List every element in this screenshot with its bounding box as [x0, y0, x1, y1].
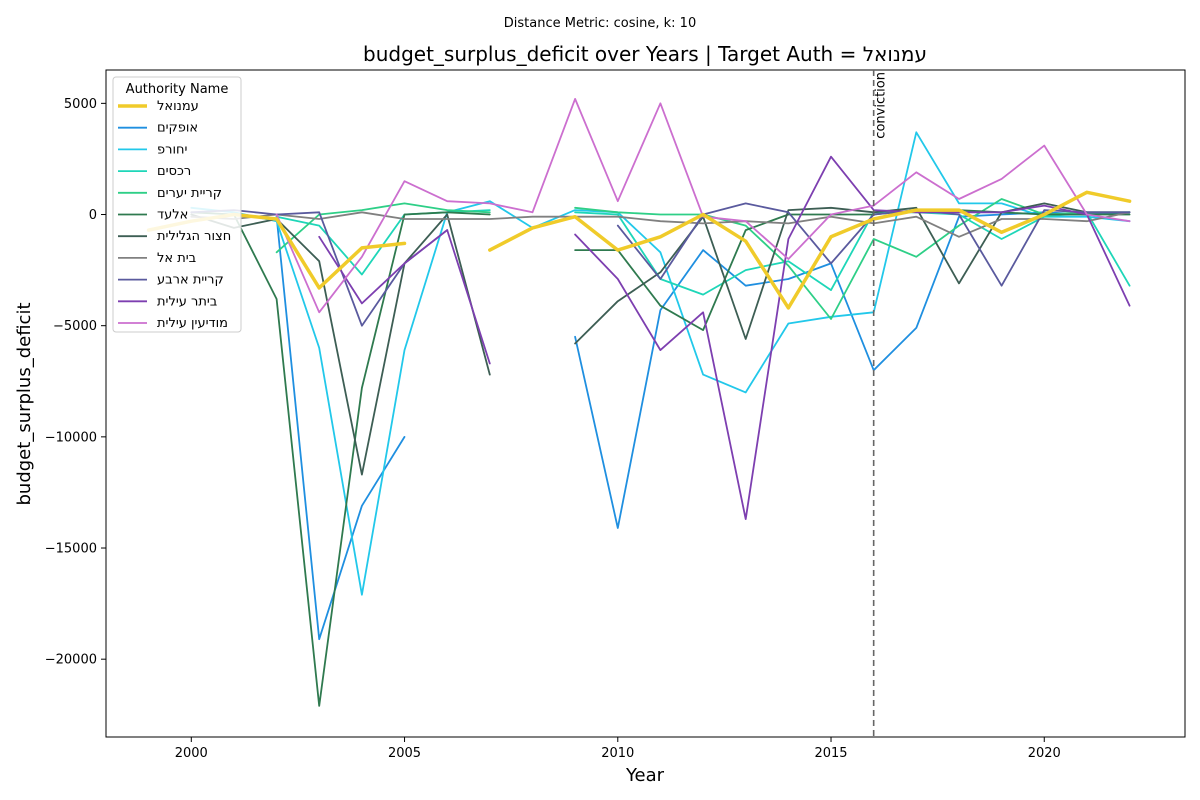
y-axis-title: budget_surplus_deficit	[14, 302, 35, 505]
series-line-segment	[318, 229, 491, 365]
x-tick-label: 2020	[1028, 746, 1061, 761]
series-line-segment	[574, 155, 1131, 520]
series-line	[275, 198, 1131, 320]
y-tick-label: −15000	[45, 542, 97, 557]
y-tick-label: 0	[89, 208, 97, 223]
legend-entry-label: עמנואל	[157, 99, 199, 114]
y-tick-label: 5000	[64, 97, 97, 112]
legend-entry-label: רכסים	[157, 164, 191, 179]
series-line-segment	[574, 198, 1131, 320]
series-line	[275, 211, 1131, 641]
legend-entry-label: בית אל	[157, 251, 196, 266]
series-line	[190, 131, 1131, 596]
series-line	[318, 155, 1131, 520]
legend-title: Authority Name	[126, 82, 229, 97]
series-line	[146, 190, 1132, 310]
series-line	[275, 98, 1131, 314]
chart-title: budget_surplus_deficit over Years | Targ…	[363, 42, 927, 66]
series-line-segment	[190, 211, 1131, 238]
axis-ticks: 2000 2005 2010 2015 2020 5000 0 −5000 −10000 −150…	[45, 97, 1061, 761]
legend-entry-label: מודיעין עילית	[157, 316, 228, 331]
legend-entry-label: קריית יערים	[157, 186, 222, 201]
x-tick-label: 2015	[814, 746, 847, 761]
series-line-segment	[190, 131, 1131, 596]
legend-entry-label: אופקים	[157, 121, 198, 136]
legend-entry-label: חצור הגלילית	[157, 229, 231, 244]
y-tick-label: −5000	[53, 319, 97, 334]
legend-entry-label: קריית ארבע	[157, 273, 224, 288]
legend-box	[112, 76, 242, 333]
y-tick-label: −20000	[45, 653, 97, 668]
chart-suptitle: Distance Metric: cosine, k: 10	[504, 16, 696, 31]
series-line-segment	[275, 98, 1131, 314]
legend: Authority Name עמנואל אופקים יחורפ רכסים קרי…	[112, 76, 242, 333]
x-tick-label: 2010	[601, 746, 634, 761]
series-line	[190, 211, 1131, 238]
x-tick-label: 2000	[175, 746, 208, 761]
series-line-segment	[574, 211, 1131, 296]
series-line-segment	[574, 209, 1131, 332]
series-lines	[146, 98, 1132, 707]
x-tick-label: 2005	[388, 746, 421, 761]
x-axis-title: Year	[625, 765, 665, 786]
y-tick-label: −10000	[45, 430, 97, 445]
legend-entry-label: יחורפ	[157, 142, 187, 157]
plot-area	[105, 69, 1186, 738]
series-line-segment	[275, 202, 491, 254]
legend-entry-label: ביתר עילית	[157, 294, 217, 309]
legend-entry-label: אלעד	[157, 208, 188, 223]
series-line-segment	[488, 190, 1132, 310]
series-line	[190, 209, 1131, 707]
legend-items: עמנואל אופקים יחורפ רכסים קריית יערים אלעד חצו…	[118, 99, 231, 331]
series-line-segment	[574, 211, 1131, 529]
conviction-label: conviction	[874, 72, 889, 139]
